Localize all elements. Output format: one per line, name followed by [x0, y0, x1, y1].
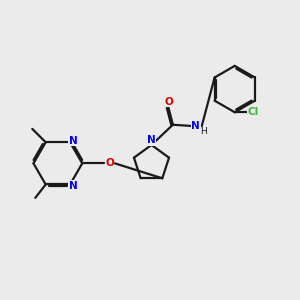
Text: N: N	[147, 136, 156, 146]
Text: O: O	[105, 158, 114, 168]
Text: H: H	[200, 127, 207, 136]
Text: N: N	[69, 136, 77, 146]
Text: O: O	[164, 97, 173, 106]
Text: N: N	[69, 181, 77, 191]
Text: Cl: Cl	[248, 107, 259, 117]
Text: N: N	[191, 121, 200, 131]
